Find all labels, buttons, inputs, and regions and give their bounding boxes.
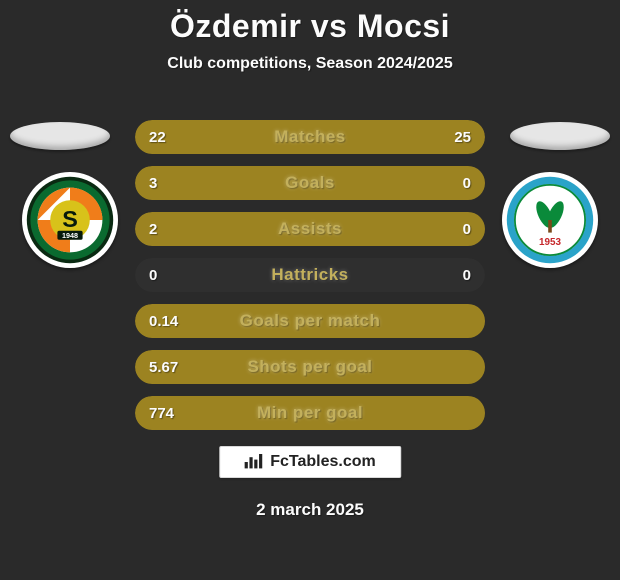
player-left-ellipse [10,122,110,150]
stat-label: Matches [135,120,485,154]
bar-chart-icon [244,454,264,470]
svg-text:S: S [62,206,78,232]
club-badge-left: S 1948 [22,172,118,268]
svg-text:1948: 1948 [62,231,78,240]
comparison-card: Özdemir vs Mocsi Club competitions, Seas… [0,0,620,580]
stat-label: Shots per goal [135,350,485,384]
subtitle: Club competitions, Season 2024/2025 [0,55,620,73]
club-badge-right: 1953 [502,172,598,268]
player-right-ellipse [510,122,610,150]
stat-row: 2225Matches [135,120,485,154]
brand-text: FcTables.com [270,453,376,471]
stat-row: 30Goals [135,166,485,200]
page-title: Özdemir vs Mocsi [0,0,620,45]
stat-row: 774Min per goal [135,396,485,430]
stat-row: 00Hattricks [135,258,485,292]
date-text: 2 march 2025 [0,500,620,520]
club-crest-left-icon: S 1948 [25,175,115,265]
stat-label: Hattricks [135,258,485,292]
stat-row: 20Assists [135,212,485,246]
stat-label: Goals [135,166,485,200]
stat-label: Min per goal [135,396,485,430]
svg-text:1953: 1953 [539,237,561,248]
stat-label: Assists [135,212,485,246]
brand-badge: FcTables.com [219,446,401,478]
stat-row: 0.14Goals per match [135,304,485,338]
stats-grid: 2225Matches 30Goals 20Assists 00Hattricks 0.… [135,120,485,442]
club-crest-right-icon: 1953 [505,175,595,265]
stat-row: 5.67Shots per goal [135,350,485,384]
stat-label: Goals per match [135,304,485,338]
